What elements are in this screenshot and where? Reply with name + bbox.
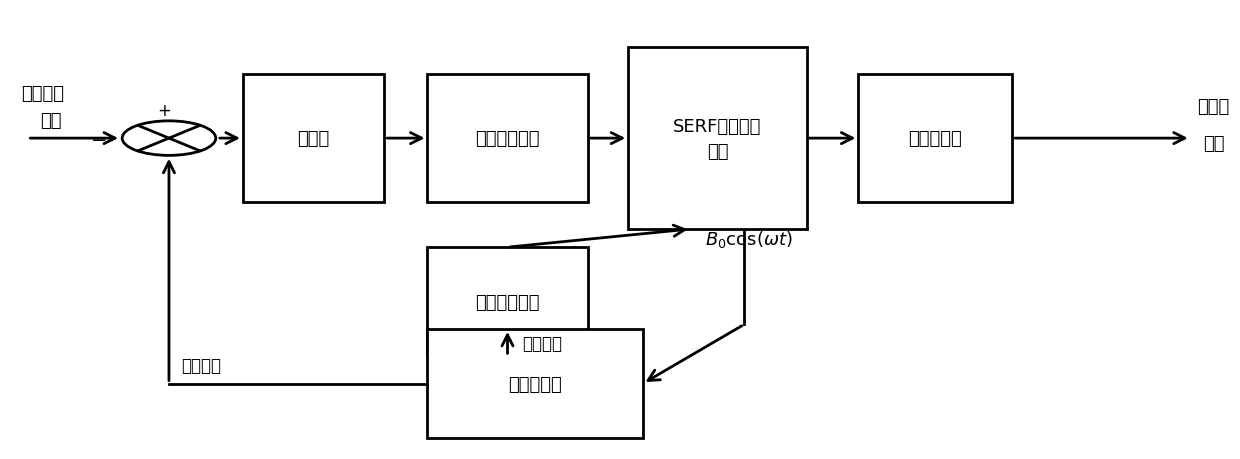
Bar	[428, 329, 642, 438]
Text: 解调相位: 解调相位	[181, 357, 221, 375]
Text: −: −	[91, 131, 108, 150]
Bar	[243, 75, 384, 202]
Text: $B_0\cos(\omega t)$: $B_0\cos(\omega t)$	[706, 228, 794, 249]
Text: 锁相放大器: 锁相放大器	[508, 375, 562, 392]
Bar	[428, 248, 588, 357]
Text: +: +	[157, 101, 171, 119]
Text: 纵向线圈驱动: 纵向线圈驱动	[475, 130, 539, 148]
Text: 相位: 相位	[40, 112, 61, 129]
Text: 控制器: 控制器	[298, 130, 330, 148]
Text: 横向线圈驱动: 横向线圈驱动	[475, 293, 539, 311]
Bar	[428, 75, 588, 202]
Bar	[629, 48, 807, 230]
Bar	[858, 75, 1012, 202]
Text: 低通滤波器: 低通滤波器	[909, 130, 962, 148]
Text: 电子共振: 电子共振	[21, 84, 64, 102]
Text: 角速率: 角速率	[1197, 98, 1229, 116]
Text: 参考频率: 参考频率	[522, 334, 562, 352]
Text: 输出: 输出	[1203, 134, 1225, 152]
Text: SERF原子自旋
陌螺: SERF原子自旋 陌螺	[673, 118, 761, 160]
